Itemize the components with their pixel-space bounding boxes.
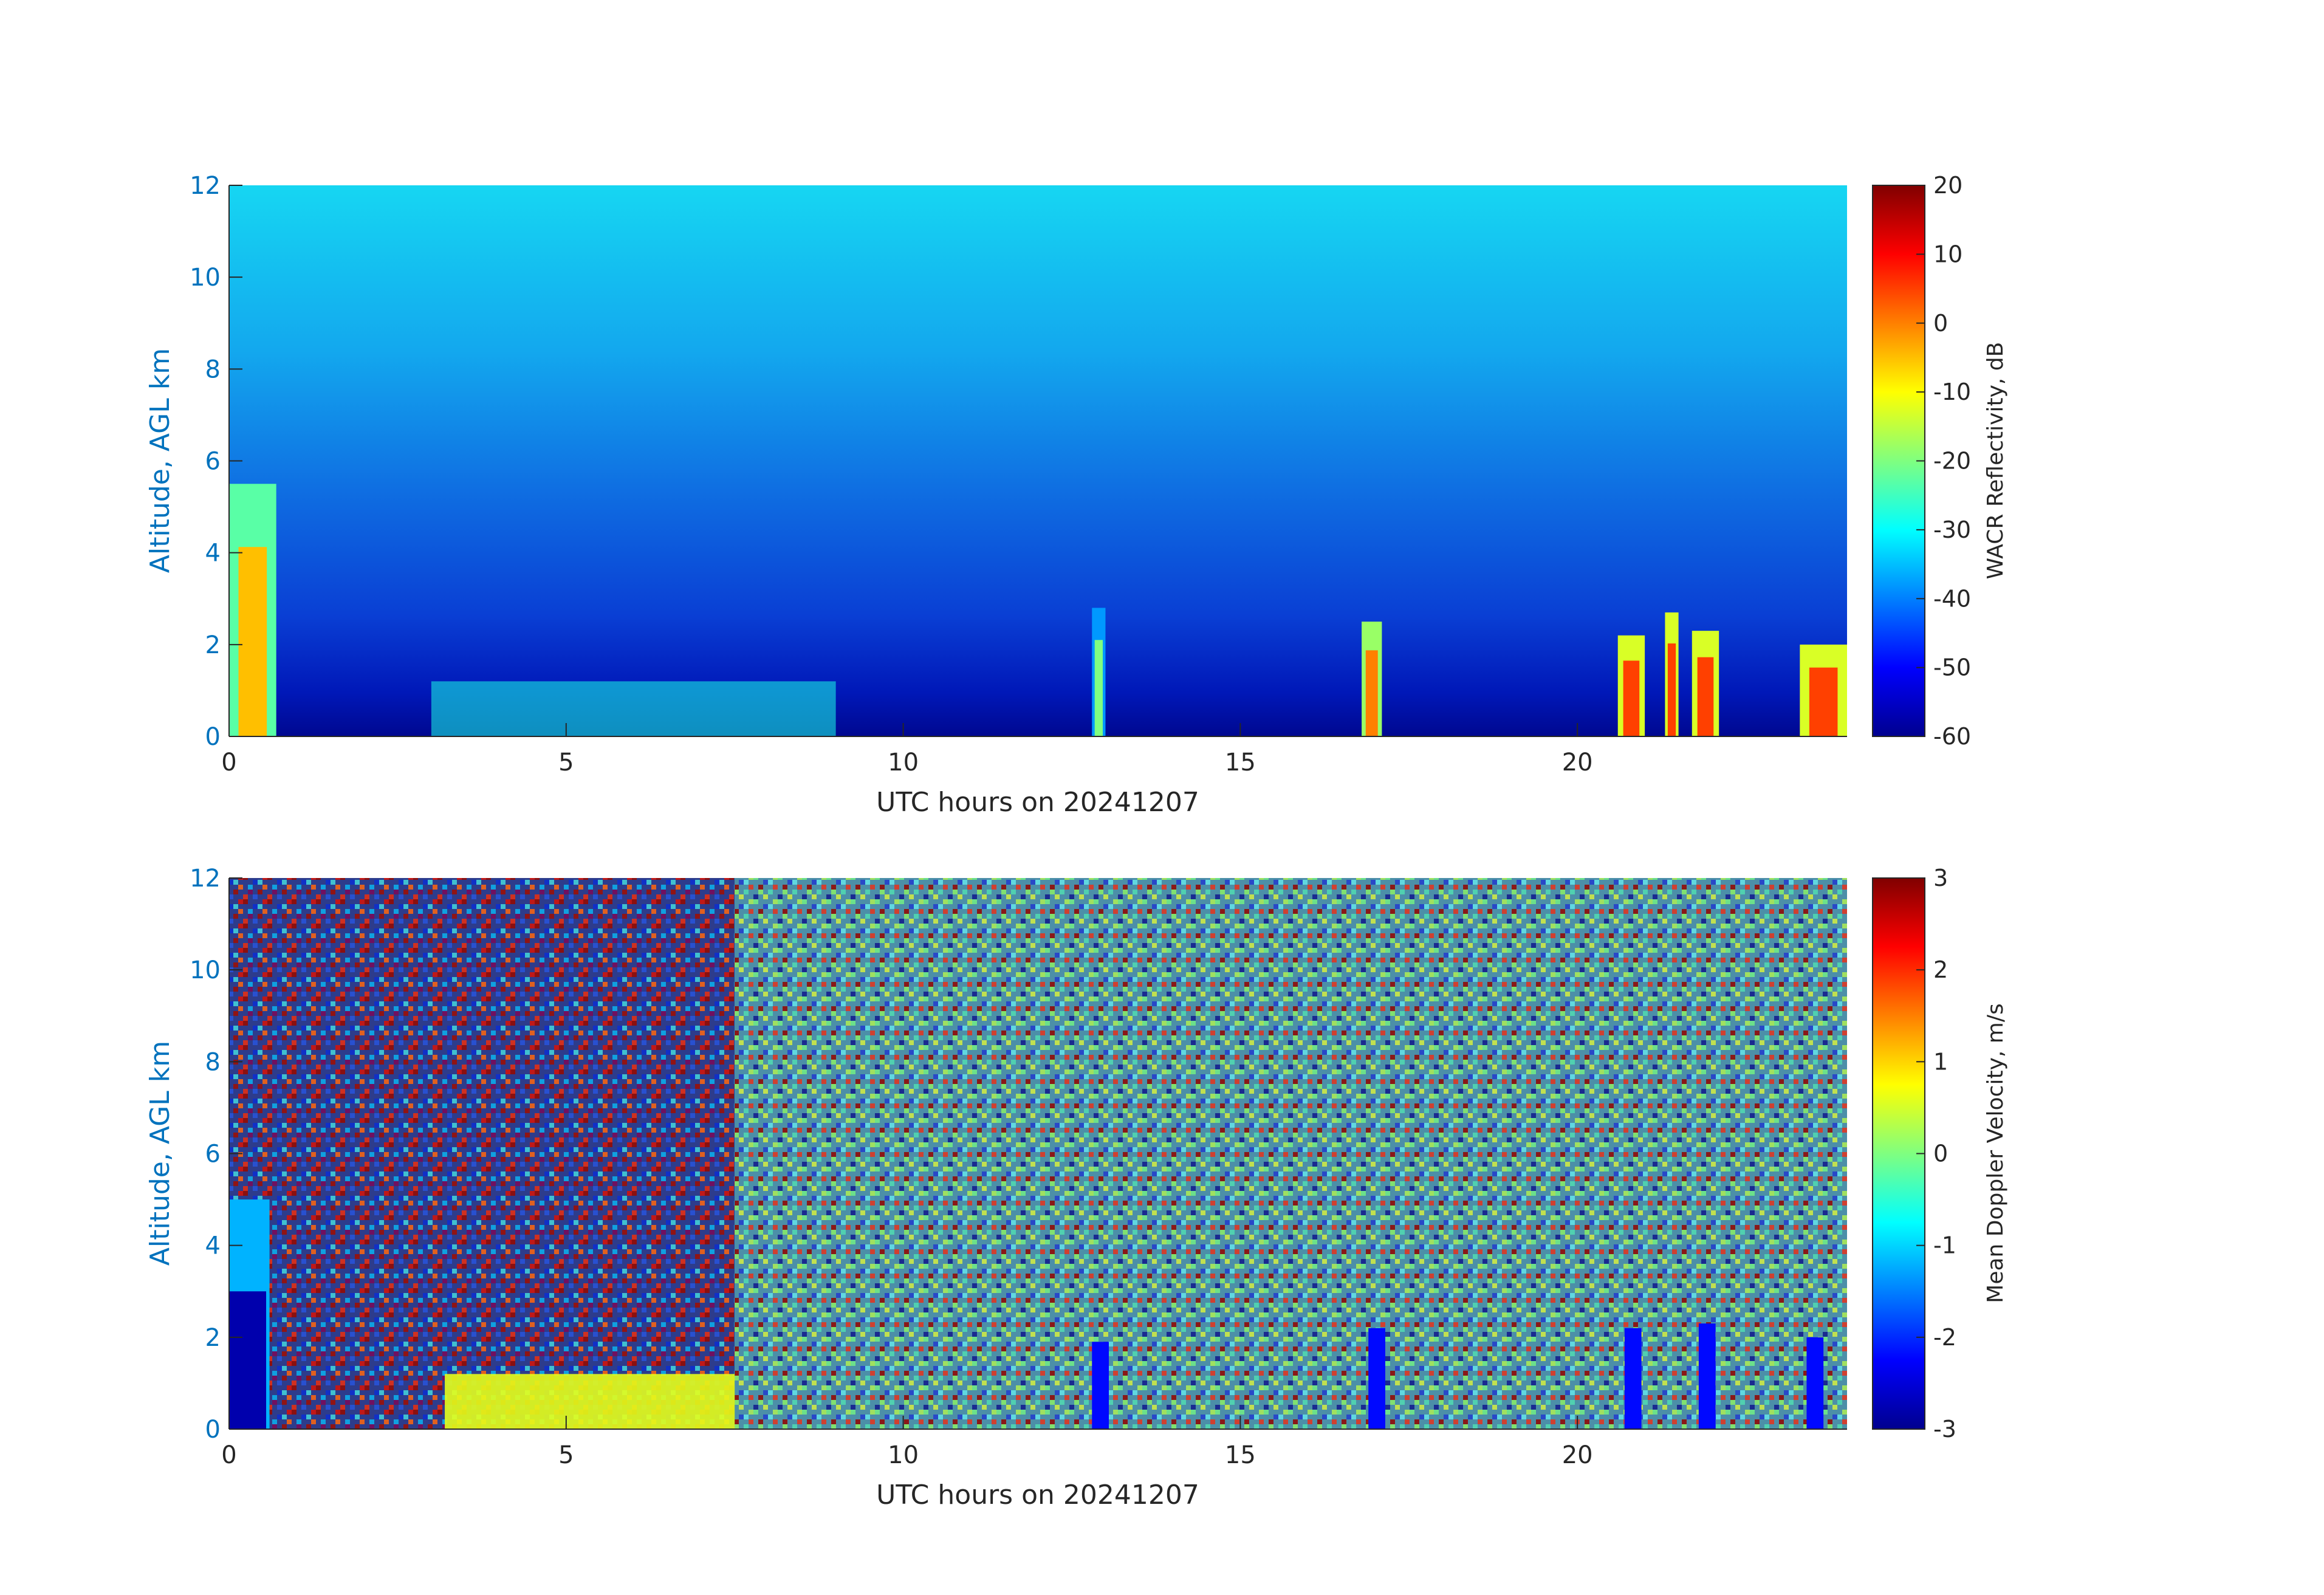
reflectivity-cloud-core <box>1667 643 1676 736</box>
reflectivity-x-tick-label: 10 <box>888 749 919 777</box>
reflectivity-heatmap <box>229 185 1847 736</box>
velocity-early-cloud <box>229 1291 267 1429</box>
reflectivity-y-tick-label: 12 <box>190 172 221 200</box>
velocity-fall-streak <box>1092 1342 1109 1429</box>
velocity-colorbar-strip <box>1872 877 1925 1430</box>
velocity-y-tick-label: 6 <box>205 1141 221 1168</box>
reflectivity-colorbar-tick-label: -30 <box>1933 516 1971 543</box>
velocity-colorbar-tick-label: -3 <box>1933 1416 1956 1442</box>
velocity-colorbar-tick-label: -2 <box>1933 1324 1956 1351</box>
reflectivity-background <box>229 185 1847 736</box>
velocity-marks <box>229 1199 1824 1429</box>
velocity-noise-early <box>229 878 735 1429</box>
reflectivity-colorbar-tick-label: 10 <box>1933 241 1962 267</box>
reflectivity-xlabel: UTC hours on 20241207 <box>876 787 1199 818</box>
velocity-colorbar-tick-label: 3 <box>1933 865 1948 891</box>
reflectivity-cloud-core <box>1809 667 1838 736</box>
velocity-colorbar-tick-label: -1 <box>1933 1232 1956 1259</box>
reflectivity-colorbar: 20 10 0 -10 -20 -30 -40 -50 -60 WACR Reflectivit… <box>1872 172 2008 750</box>
reflectivity-colorbar-tick-label: -40 <box>1933 585 1971 612</box>
velocity-colorbar-label: Mean Doppler Velocity, m/s <box>1983 1003 2008 1303</box>
velocity-noise-late <box>735 878 1847 1429</box>
velocity-x-tick-label: 5 <box>558 1441 574 1469</box>
velocity-fall-streak <box>1698 1323 1716 1429</box>
velocity-colorbar-tick-label: 0 <box>1933 1141 1948 1167</box>
reflectivity-cloud-core <box>238 547 267 736</box>
reflectivity-y-tick-label: 4 <box>205 540 221 568</box>
reflectivity-colorbar-tick-label: 0 <box>1933 310 1948 337</box>
velocity-colorbar: 3 2 1 0 -1 -2 -3 Mean Doppler Velocity, m/s <box>1872 865 2008 1442</box>
velocity-colorbar-tick-label: 2 <box>1933 956 1948 983</box>
reflectivity-y-tick-label: 8 <box>205 355 221 383</box>
reflectivity-x-tick-label: 15 <box>1225 749 1256 777</box>
velocity-ylabel: Altitude, AGL km <box>145 1041 176 1266</box>
reflectivity-panel: 0 5 10 15 20 0 2 4 6 8 10 12 Altitude, AGL km UTC h… <box>145 172 2008 818</box>
velocity-y-tick-label: 0 <box>205 1416 221 1444</box>
velocity-x-tick-label: 0 <box>221 1441 236 1469</box>
reflectivity-x-tick-label: 20 <box>1562 749 1593 777</box>
reflectivity-y-tick-label: 0 <box>205 723 221 751</box>
reflectivity-colorbar-label: WACR Reflectivity, dB <box>1983 342 2008 580</box>
reflectivity-cloud-core <box>1697 657 1714 736</box>
velocity-y-tick-label: 4 <box>205 1232 221 1260</box>
reflectivity-axes: 0 5 10 15 20 0 2 4 6 8 10 12 <box>190 172 1847 777</box>
velocity-colorbar-tick-label: 1 <box>1933 1048 1948 1075</box>
velocity-y-tick-label: 2 <box>205 1324 221 1352</box>
reflectivity-colorbar-tick-label: -20 <box>1933 448 1971 475</box>
reflectivity-x-tick-label: 0 <box>221 749 236 777</box>
reflectivity-y-tick-label: 2 <box>205 631 221 659</box>
velocity-fall-streak <box>1368 1328 1385 1429</box>
reflectivity-colorbar-ticks: 20 10 0 -10 -20 -30 -40 -50 -60 <box>1916 172 1971 750</box>
velocity-x-tick-label: 20 <box>1562 1441 1593 1469</box>
reflectivity-colorbar-tick-label: -50 <box>1933 654 1971 681</box>
velocity-fall-streak <box>1624 1328 1642 1429</box>
velocity-heatmap <box>229 878 1847 1429</box>
velocity-axes: 0 5 10 15 20 0 2 4 6 8 10 12 <box>190 865 1847 1469</box>
reflectivity-colorbar-tick-label: -60 <box>1933 723 1971 750</box>
velocity-y-tick-label: 12 <box>190 865 221 893</box>
reflectivity-ylabel: Altitude, AGL km <box>145 348 176 573</box>
velocity-xlabel: UTC hours on 20241207 <box>876 1480 1199 1511</box>
reflectivity-cloud-core <box>1623 660 1640 736</box>
reflectivity-marks <box>229 484 1847 736</box>
reflectivity-colorbar-tick-label: -10 <box>1933 379 1971 405</box>
reflectivity-cloud-core <box>1365 650 1378 736</box>
velocity-low-layer <box>445 1374 735 1429</box>
velocity-fall-streak <box>1806 1337 1824 1429</box>
reflectivity-low-cloud-layer <box>431 681 836 736</box>
velocity-x-tick-label: 10 <box>888 1441 919 1469</box>
velocity-colorbar-ticks: 3 2 1 0 -1 -2 -3 <box>1916 865 1956 1442</box>
reflectivity-y-tick-label: 6 <box>205 448 221 476</box>
reflectivity-y-tick-label: 10 <box>190 264 221 292</box>
reflectivity-colorbar-tick-label: 20 <box>1933 172 1962 199</box>
reflectivity-x-tick-label: 5 <box>558 749 574 777</box>
velocity-y-tick-label: 10 <box>190 956 221 984</box>
velocity-x-tick-label: 15 <box>1225 1441 1256 1469</box>
reflectivity-cloud-core <box>1094 640 1103 736</box>
velocity-y-tick-label: 8 <box>205 1048 221 1076</box>
